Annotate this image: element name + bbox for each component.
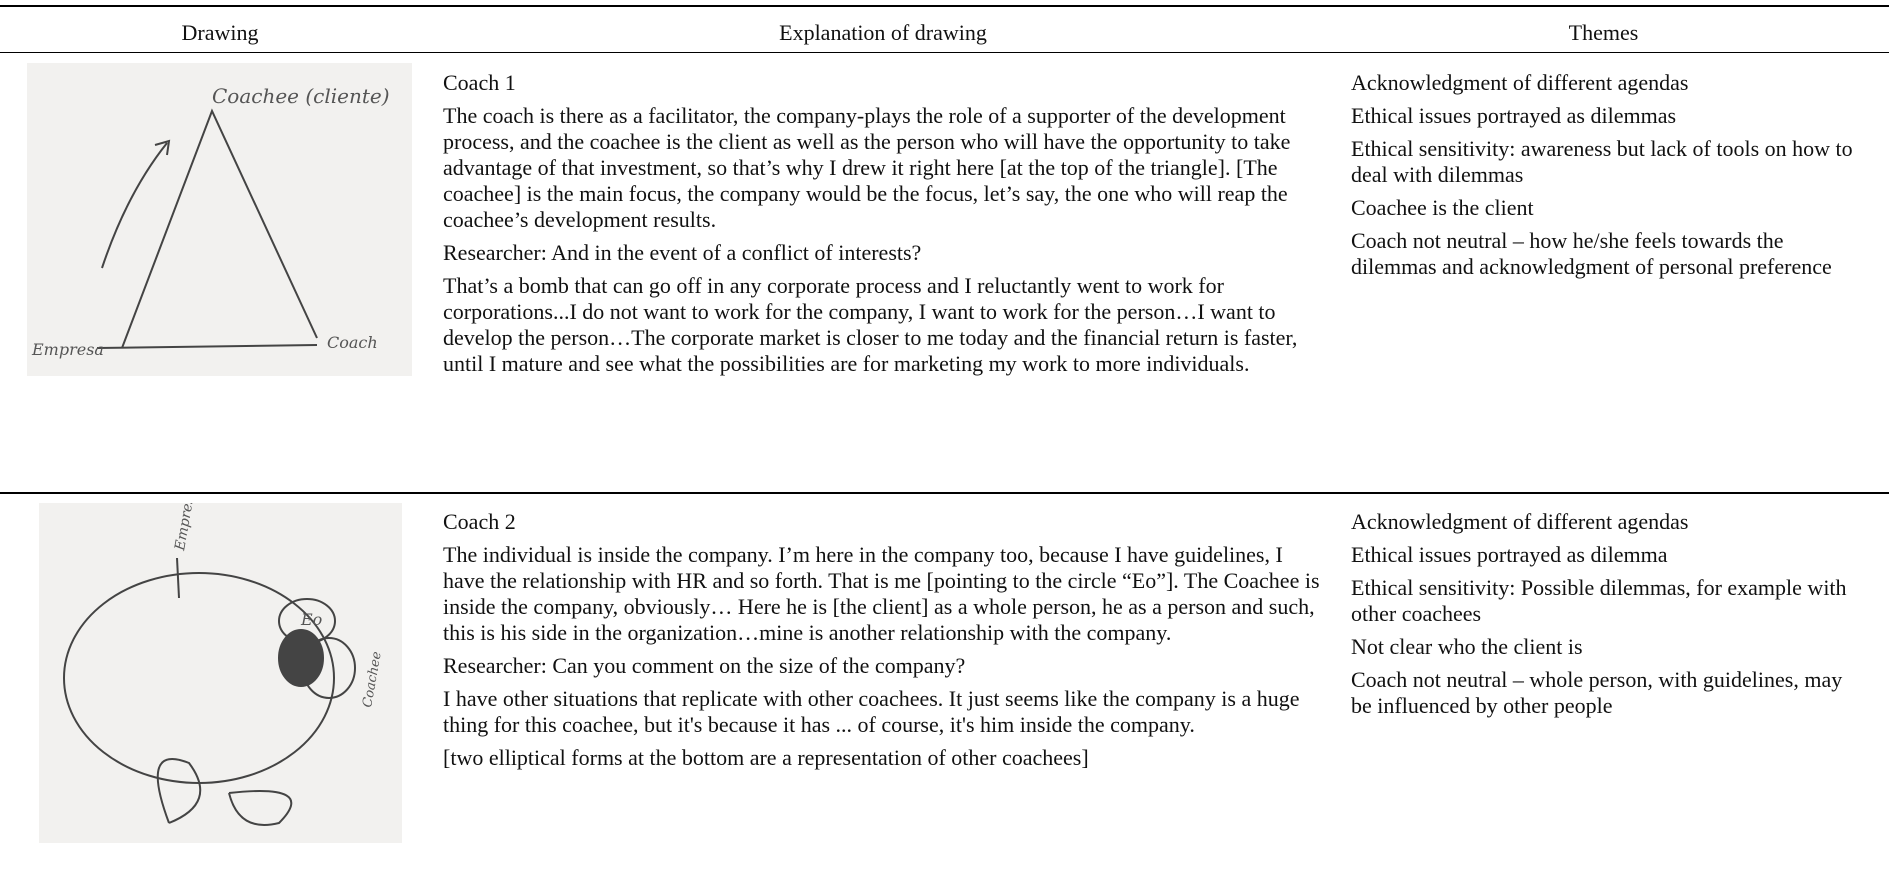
sketch-line xyxy=(176,557,180,599)
theme: Coach not neutral – how he/she feels tow… xyxy=(1351,228,1832,279)
drawing-label: Coach xyxy=(327,333,378,352)
coach-title: Coach 1 xyxy=(443,70,516,95)
sketch-ellipse xyxy=(302,637,356,699)
theme: Coach not neutral – whole person, with g… xyxy=(1351,667,1843,718)
sketch-line xyxy=(121,108,318,349)
sketch-arrow xyxy=(101,139,171,269)
themes: Acknowledgment of different agendas Ethi… xyxy=(1351,70,1856,287)
themes: Acknowledgment of different agendas Ethi… xyxy=(1351,509,1856,726)
theme: Ethical sensitivity: Possible dilemmas, … xyxy=(1351,575,1847,626)
drawing: Empresa Eo Coachee xyxy=(39,503,402,843)
drawing-label: Eo xyxy=(300,610,322,629)
drawing-label: Coachee (cliente) xyxy=(212,84,390,108)
paragraph: I have other situations that replicate w… xyxy=(443,686,1300,737)
drawing-label: Empresa xyxy=(31,340,104,359)
sketch-line xyxy=(96,344,318,349)
row-rule xyxy=(0,492,1889,494)
theme: Ethical sensitivity: awareness but lack … xyxy=(1351,136,1853,187)
theme: Not clear who the client is xyxy=(1351,634,1583,659)
explanation: Coach 2 The individual is inside the com… xyxy=(443,509,1328,778)
paragraph: [two elliptical forms at the bottom are … xyxy=(443,745,1089,770)
drawing-label: Coachee xyxy=(360,650,385,709)
theme: Acknowledgment of different agendas xyxy=(1351,509,1689,534)
header-rule xyxy=(0,52,1889,53)
coach-title: Coach 2 xyxy=(443,509,516,534)
theme: Coachee is the client xyxy=(1351,195,1534,220)
column-header: Themes xyxy=(1568,20,1639,45)
drawing: Coachee (cliente) Empresa Coach xyxy=(27,63,412,376)
sketch-ellipse xyxy=(278,629,324,687)
top-rule xyxy=(0,5,1889,7)
paragraph: That’s a bomb that can go off in any cor… xyxy=(443,273,1298,376)
paragraph: The individual is inside the company. I’… xyxy=(443,542,1320,645)
sketch-line xyxy=(156,758,293,826)
theme: Acknowledgment of different agendas xyxy=(1351,70,1689,95)
paragraph: Researcher: And in the event of a confli… xyxy=(443,240,922,265)
theme: Ethical issues portrayed as dilemma xyxy=(1351,542,1668,567)
theme: Ethical issues portrayed as dilemmas xyxy=(1351,103,1677,128)
drawing-label: Empresa xyxy=(172,503,199,553)
column-header: Explanation of drawing xyxy=(779,20,987,45)
paragraph: The coach is there as a facilitator, the… xyxy=(443,103,1291,232)
explanation: Coach 1 The coach is there as a facilita… xyxy=(443,70,1328,384)
column-header: Drawing xyxy=(181,20,259,45)
paragraph: Researcher: Can you comment on the size … xyxy=(443,653,966,678)
